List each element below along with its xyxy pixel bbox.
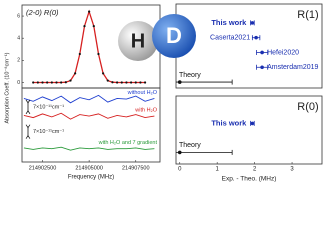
data-point bbox=[139, 81, 142, 84]
x-tick-label: 214905000 bbox=[75, 165, 103, 171]
y-tick-label: 6 bbox=[17, 13, 20, 19]
data-point bbox=[120, 81, 123, 84]
point-label: This work bbox=[211, 118, 247, 127]
point-label: Caserta2021 bbox=[210, 35, 250, 42]
x-tick-label: 214902500 bbox=[29, 165, 57, 171]
data-point bbox=[129, 81, 133, 84]
panel-title: R(0) bbox=[297, 101, 318, 113]
scale-label: 7×10⁻¹¹cm⁻¹ bbox=[33, 129, 64, 135]
data-point bbox=[111, 81, 114, 84]
point-label: Theory bbox=[179, 72, 201, 79]
scale-arrow bbox=[25, 124, 31, 139]
data-point bbox=[46, 81, 49, 84]
point-label: This work bbox=[211, 18, 247, 27]
data-point bbox=[69, 79, 72, 82]
data-point bbox=[125, 81, 128, 84]
molecule: H D bbox=[118, 14, 196, 61]
d-atom bbox=[152, 14, 196, 58]
panel-title: R(1) bbox=[297, 9, 318, 21]
data-point bbox=[143, 81, 147, 84]
data-point bbox=[106, 79, 109, 82]
data-point bbox=[102, 72, 105, 75]
data-point bbox=[134, 81, 137, 84]
x-tick-label: 3 bbox=[290, 167, 294, 173]
data-point bbox=[260, 65, 264, 70]
residual-line bbox=[23, 94, 155, 104]
point-label: Theory bbox=[179, 142, 201, 149]
data-point bbox=[92, 25, 95, 28]
h-atom bbox=[118, 21, 158, 61]
data-point bbox=[250, 121, 255, 126]
x-tick-label: 0 bbox=[178, 167, 182, 173]
x-tick-label: 214907500 bbox=[122, 165, 150, 171]
data-point bbox=[32, 81, 35, 84]
residual-line bbox=[23, 112, 155, 120]
y-tick-label: 2 bbox=[17, 58, 20, 64]
data-point bbox=[55, 81, 58, 84]
data-point bbox=[60, 81, 63, 84]
x-axis-label: Exp. - Theo. (MHz) bbox=[222, 176, 277, 183]
x-tick-label: 2 bbox=[253, 167, 257, 173]
data-point bbox=[260, 50, 264, 55]
panel-title: (2-0) R(0) bbox=[26, 8, 59, 17]
y-tick-label: 0 bbox=[17, 80, 20, 86]
data-point bbox=[36, 81, 39, 84]
data-point bbox=[97, 52, 100, 56]
data-point bbox=[64, 81, 67, 84]
data-point bbox=[50, 81, 53, 84]
point-label: Hefei2020 bbox=[267, 49, 299, 56]
d-label: D bbox=[166, 23, 182, 48]
plots: (2-0) R(0) Absorption Coeff. (10⁻⁸cm⁻¹) 0 2… bbox=[3, 3, 323, 183]
series-label: with H₂O bbox=[134, 108, 157, 114]
data-point bbox=[88, 10, 91, 13]
data-point bbox=[177, 80, 182, 84]
h-label: H bbox=[131, 30, 145, 52]
series-label: with H₂O and 7 gradient bbox=[98, 140, 158, 146]
panel-frame bbox=[175, 95, 323, 165]
data-point bbox=[74, 72, 77, 75]
data-point bbox=[250, 21, 255, 25]
figure: (2-0) R(0) Absorption Coeff. (10⁻⁸cm⁻¹) 0 2… bbox=[3, 3, 323, 183]
data-point bbox=[83, 25, 86, 28]
x-axis-label: Frequency (MHz) bbox=[68, 175, 114, 181]
data-point bbox=[177, 150, 182, 155]
data-point bbox=[116, 81, 119, 84]
scale-label: 7×10⁻¹¹cm⁻¹ bbox=[33, 104, 64, 110]
panel-frame bbox=[21, 87, 161, 163]
point-label: Amsterdam2019 bbox=[267, 64, 318, 71]
data-point bbox=[78, 52, 81, 56]
y-axis-label: Absorption Coeff. (10⁻⁸cm⁻¹) bbox=[3, 52, 10, 123]
y-tick-label: 4 bbox=[17, 36, 20, 42]
x-tick-label: 1 bbox=[216, 167, 220, 173]
scale-arrow bbox=[25, 99, 31, 115]
data-point bbox=[41, 81, 44, 84]
series-label: without H₂O bbox=[127, 90, 158, 96]
residual-line bbox=[23, 146, 155, 151]
data-point bbox=[254, 35, 258, 40]
